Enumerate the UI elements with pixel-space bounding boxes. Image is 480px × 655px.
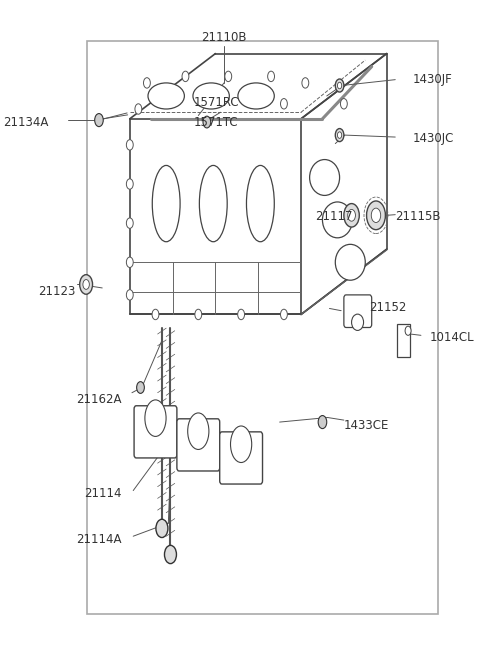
Text: 1430JF: 1430JF (412, 73, 452, 86)
Circle shape (280, 309, 288, 320)
Text: 1571RC: 1571RC (194, 96, 240, 109)
Circle shape (126, 140, 133, 150)
Ellipse shape (323, 202, 352, 238)
Circle shape (195, 309, 202, 320)
Text: 1571TC: 1571TC (194, 115, 239, 128)
Circle shape (144, 78, 150, 88)
Circle shape (268, 71, 275, 82)
Circle shape (318, 415, 327, 428)
Circle shape (280, 98, 288, 109)
Ellipse shape (238, 83, 274, 109)
Circle shape (302, 78, 309, 88)
FancyBboxPatch shape (344, 295, 372, 328)
Circle shape (80, 274, 93, 294)
Circle shape (337, 83, 342, 89)
Circle shape (336, 79, 344, 92)
Text: 21123: 21123 (38, 285, 76, 298)
Circle shape (126, 218, 133, 229)
Circle shape (337, 132, 342, 138)
Text: 1430JC: 1430JC (412, 132, 454, 145)
Circle shape (238, 309, 244, 320)
Circle shape (126, 179, 133, 189)
Circle shape (152, 309, 159, 320)
Circle shape (182, 71, 189, 82)
Circle shape (367, 201, 385, 230)
Text: 21114: 21114 (84, 487, 121, 500)
Circle shape (348, 210, 355, 221)
Ellipse shape (148, 83, 184, 109)
FancyBboxPatch shape (134, 405, 177, 458)
Circle shape (156, 519, 168, 538)
Circle shape (83, 280, 89, 290)
Circle shape (225, 71, 232, 82)
Text: 21134A: 21134A (3, 115, 48, 128)
Ellipse shape (152, 166, 180, 242)
Circle shape (137, 382, 144, 394)
Circle shape (95, 113, 103, 126)
Ellipse shape (246, 166, 274, 242)
Text: 21152: 21152 (370, 301, 407, 314)
Text: 21162A: 21162A (76, 393, 121, 405)
Ellipse shape (351, 314, 363, 330)
Text: 1014CL: 1014CL (430, 331, 474, 344)
Circle shape (340, 98, 348, 109)
Text: 21114A: 21114A (76, 533, 121, 546)
Circle shape (371, 208, 381, 223)
Circle shape (126, 257, 133, 267)
Circle shape (203, 116, 211, 128)
Text: 21110B: 21110B (201, 31, 247, 44)
Ellipse shape (336, 244, 365, 280)
Ellipse shape (230, 426, 252, 462)
Ellipse shape (145, 400, 166, 436)
FancyBboxPatch shape (220, 432, 263, 484)
Polygon shape (397, 324, 410, 357)
FancyBboxPatch shape (177, 419, 220, 471)
Circle shape (126, 290, 133, 300)
Ellipse shape (310, 160, 339, 195)
Ellipse shape (193, 83, 229, 109)
Ellipse shape (188, 413, 209, 449)
Text: 21117: 21117 (315, 210, 352, 223)
Circle shape (135, 103, 142, 114)
Text: 21115B: 21115B (395, 210, 441, 223)
Circle shape (344, 204, 359, 227)
Circle shape (405, 326, 411, 335)
Circle shape (165, 546, 177, 563)
Text: 1433CE: 1433CE (344, 419, 389, 432)
Circle shape (336, 128, 344, 141)
Ellipse shape (199, 166, 227, 242)
